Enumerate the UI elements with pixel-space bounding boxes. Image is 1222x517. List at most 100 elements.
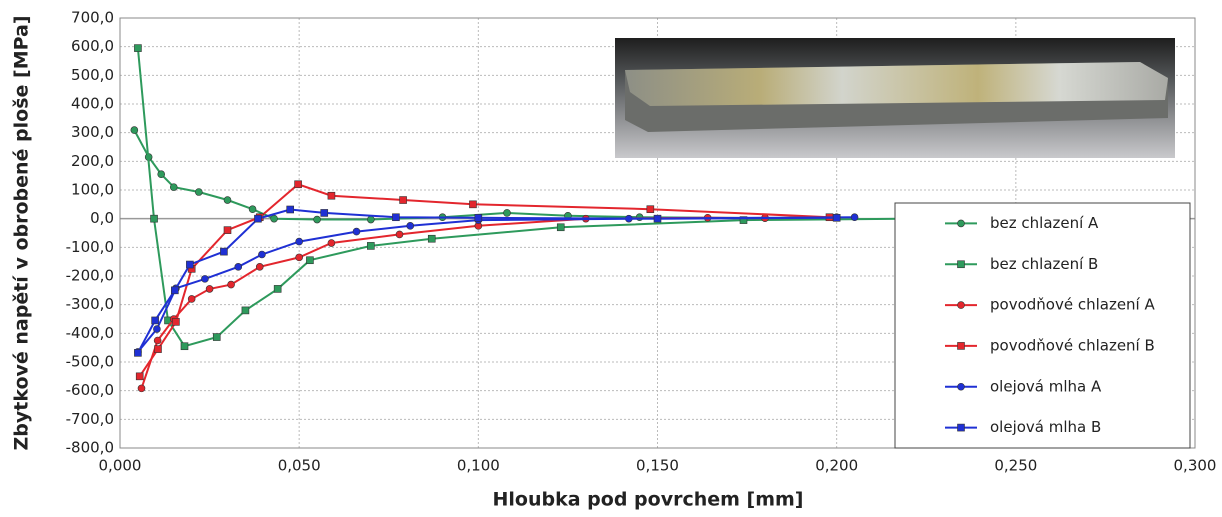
x-tick-label: 0,200 bbox=[815, 457, 858, 475]
x-tick-label: 0,300 bbox=[1174, 457, 1217, 475]
series-line bbox=[137, 208, 837, 354]
marker bbox=[399, 196, 407, 204]
series-line bbox=[137, 216, 855, 353]
x-axis-title: Hloubka pod povrchem [mm] bbox=[493, 489, 804, 511]
legend-marker bbox=[957, 260, 965, 269]
x-tick-label: 0,150 bbox=[636, 457, 679, 475]
y-tick-label: -500,0 bbox=[66, 353, 114, 371]
legend-label: bez chlazení A bbox=[990, 214, 1099, 232]
marker bbox=[295, 237, 303, 246]
legend-label: povodňové chlazení A bbox=[990, 296, 1155, 314]
marker bbox=[134, 349, 142, 357]
x-tick-label: 0,050 bbox=[278, 457, 321, 475]
y-tick-label: 500,0 bbox=[71, 66, 114, 84]
y-tick-label: -600,0 bbox=[66, 381, 114, 399]
series-line bbox=[133, 129, 837, 221]
marker bbox=[850, 213, 859, 222]
y-tick-label: -800,0 bbox=[66, 439, 114, 457]
marker bbox=[172, 318, 180, 326]
marker bbox=[395, 230, 404, 239]
plot-border bbox=[119, 17, 1196, 449]
y-tick-label: -400,0 bbox=[66, 324, 114, 342]
photo-bar-top bbox=[625, 62, 1168, 106]
marker bbox=[273, 285, 282, 293]
marker bbox=[241, 306, 250, 315]
photo-inset bbox=[615, 38, 1175, 158]
marker bbox=[248, 205, 257, 214]
marker bbox=[234, 263, 243, 271]
marker bbox=[223, 196, 232, 204]
marker bbox=[635, 213, 644, 222]
legend-marker bbox=[957, 342, 965, 350]
legend-label: bez chlazení B bbox=[990, 255, 1098, 273]
marker bbox=[254, 214, 262, 223]
marker bbox=[258, 250, 266, 259]
marker bbox=[306, 256, 314, 265]
marker bbox=[255, 263, 264, 271]
legend-marker bbox=[957, 423, 965, 432]
series-line bbox=[138, 183, 830, 377]
marker bbox=[327, 239, 336, 247]
marker bbox=[151, 316, 159, 325]
legend-label: olejová mlha A bbox=[990, 377, 1102, 395]
marker bbox=[270, 214, 278, 223]
x-tick-label: 0,250 bbox=[994, 457, 1037, 475]
marker bbox=[503, 209, 511, 217]
marker bbox=[469, 200, 477, 209]
marker bbox=[227, 280, 235, 289]
legend-marker bbox=[957, 301, 965, 309]
legend-label: povodňové chlazení B bbox=[990, 336, 1155, 354]
marker bbox=[556, 223, 565, 232]
marker bbox=[130, 126, 139, 134]
x-tick-label: 0,100 bbox=[457, 457, 500, 475]
y-tick-label: 700,0 bbox=[71, 9, 114, 27]
marker bbox=[474, 214, 483, 222]
marker bbox=[392, 213, 400, 222]
y-tick-label: -100,0 bbox=[66, 238, 114, 256]
marker bbox=[171, 286, 179, 295]
marker bbox=[320, 209, 329, 217]
marker bbox=[294, 180, 302, 189]
marker bbox=[653, 214, 662, 223]
marker bbox=[154, 345, 162, 353]
marker bbox=[187, 295, 196, 303]
marker bbox=[153, 325, 161, 333]
marker bbox=[295, 253, 303, 262]
legend-box bbox=[894, 202, 1191, 449]
legend: bez chlazení A bez chlazení B povodňové ch… bbox=[894, 202, 1191, 449]
marker bbox=[286, 205, 295, 214]
y-axis-title: Zbytkové napětí v obrobené ploše [MPa] bbox=[11, 15, 33, 450]
marker bbox=[135, 372, 144, 381]
y-tick-label: 0,0 bbox=[90, 209, 114, 227]
marker bbox=[134, 44, 142, 52]
y-tick-label: -700,0 bbox=[66, 410, 114, 428]
marker bbox=[180, 342, 189, 351]
y-tick-label: 600,0 bbox=[71, 37, 114, 55]
marker bbox=[223, 226, 232, 234]
marker bbox=[352, 227, 361, 236]
marker bbox=[212, 333, 221, 341]
marker bbox=[205, 285, 214, 293]
y-tick-label: 100,0 bbox=[71, 181, 114, 199]
marker bbox=[150, 214, 158, 223]
marker bbox=[427, 234, 436, 243]
marker bbox=[220, 247, 228, 256]
marker bbox=[313, 215, 321, 224]
y-tick-label: 200,0 bbox=[71, 152, 114, 170]
marker bbox=[157, 170, 166, 179]
legend-marker bbox=[957, 382, 965, 391]
marker bbox=[201, 275, 209, 283]
marker bbox=[153, 336, 162, 345]
y-tick-label: -200,0 bbox=[66, 267, 114, 285]
marker bbox=[367, 215, 375, 224]
marker bbox=[646, 205, 655, 214]
marker bbox=[327, 191, 336, 200]
plot-area bbox=[130, 44, 913, 393]
marker bbox=[406, 222, 415, 230]
marker bbox=[832, 214, 841, 222]
legend-marker bbox=[957, 219, 965, 228]
marker bbox=[739, 216, 748, 224]
marker bbox=[186, 260, 194, 269]
x-tick-label: 0,000 bbox=[99, 457, 142, 475]
series-line bbox=[140, 216, 766, 389]
